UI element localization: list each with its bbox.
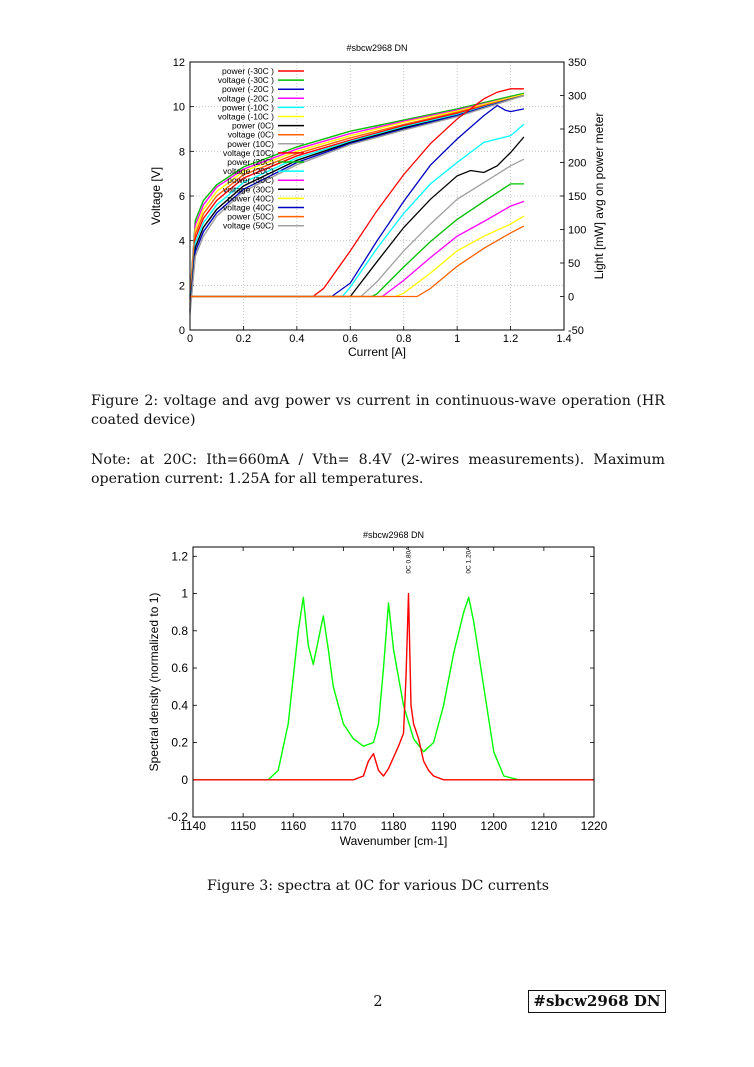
y-tick-label: -0.2: [167, 810, 188, 824]
x-tick-label: 1220: [581, 819, 608, 833]
legend-label: power (20C): [227, 157, 274, 167]
x-tick-label: 1.4: [556, 333, 571, 345]
voltage-series-line: [189, 94, 525, 313]
y-axis-label: Spectral density (normalized to 1): [147, 593, 161, 772]
figure-3-svg: #sbcw2968 DN 1140 1150 1160 1170 1180 1190 1200…: [147, 530, 608, 848]
figure-3-caption: Figure 3: spectra at 0C for various DC c…: [206, 878, 550, 894]
x-tick-label: 1190: [431, 819, 457, 833]
power-series-line: [190, 88, 524, 298]
x-tick-label: 0.6: [343, 333, 358, 345]
y2-tick-label: 0: [568, 292, 574, 304]
x-tick-label: 1210: [531, 819, 558, 833]
y-tick-label: 1: [181, 587, 188, 601]
x-tick-label: 1200: [480, 819, 507, 833]
legend-label: power (-30C ): [222, 66, 274, 76]
y2-tick-label: 200: [568, 158, 586, 170]
spectrum-series-line: [193, 596, 594, 781]
x-tick-label: 0.2: [236, 333, 251, 345]
power-series-line: [190, 183, 524, 298]
x-tick-label: 1140: [180, 819, 206, 833]
figure-2-caption: Figure 2: voltage and avg power vs curre…: [91, 393, 665, 428]
legend-label: voltage (-30C ): [218, 75, 274, 85]
y2-tick-label: 300: [568, 91, 586, 103]
x-tick-label: 1150: [230, 819, 256, 833]
y-tick-label: 0: [181, 773, 188, 787]
y2-tick-label: -50: [568, 325, 584, 337]
legend-label: power (0C): [232, 121, 274, 131]
x-tick-label: 1: [454, 333, 460, 345]
y-tick-label: 0.6: [171, 661, 188, 675]
x-tick-label: 1160: [280, 819, 306, 833]
figure-2-svg: #sbcw2968 DN 0 0.2 0.4 0.6 0.8 1 1.2 1.4 0 2 4 6 8 10 1…: [149, 43, 606, 359]
x-axis-label: Current [A]: [348, 345, 406, 359]
figure-2-chart: #sbcw2968 DN 0 0.2 0.4 0.6 0.8 1 1.2 1.4 0 2 4 6 8 10 1…: [140, 38, 610, 368]
voltage-series-line: [189, 93, 525, 299]
y-tick-label: 0: [179, 325, 185, 337]
y-tick-label: 4: [179, 236, 185, 248]
legend-label: voltage (-20C ): [218, 93, 274, 103]
y2-tick-label: 150: [568, 191, 586, 203]
y-tick-label: 6: [179, 191, 185, 203]
x-tick-label: 0.8: [396, 333, 411, 345]
voltage-series-line: [189, 94, 525, 308]
legend-label: voltage (10C): [223, 148, 274, 158]
y-tick-label: 0.8: [171, 624, 188, 638]
legend-label: voltage (0C): [228, 130, 274, 140]
y-tick-label: 2: [179, 280, 185, 292]
y2-tick-label: 50: [568, 258, 580, 270]
voltage-series-line: [189, 93, 525, 302]
y-axis-label: Voltage [V]: [149, 167, 163, 225]
power-series-line: [190, 158, 525, 298]
y2-axis-label: Light [mW] avg on power meter: [592, 113, 606, 280]
x-tick-label: 1170: [330, 819, 356, 833]
y-tick-label: 10: [173, 102, 185, 114]
voltage-series-line: [189, 94, 525, 304]
legend-label: voltage (20C): [223, 166, 274, 176]
chart-title: #sbcw2968 DN: [346, 43, 407, 53]
x-tick-label: 1180: [381, 819, 407, 833]
page-number: 2: [373, 994, 383, 1010]
note-paragraph: Note: at 20C: Ith=660mA / Vth= 8.4V (2-w…: [91, 452, 665, 487]
legend-label: power (-20C ): [222, 84, 274, 94]
y-tick-label: 0.4: [171, 698, 188, 712]
y-tick-label: 12: [173, 57, 185, 69]
legend-label: power (50C): [227, 212, 274, 222]
y-tick-label: 0.2: [171, 736, 188, 750]
x-tick-label: 1.2: [503, 333, 518, 345]
figure-3-chart: #sbcw2968 DN 1140 1150 1160 1170 1180 1190 1200…: [140, 525, 610, 855]
plot-frame: [192, 546, 595, 818]
legend-label: power (40C): [227, 193, 274, 203]
power-series-line: [190, 123, 525, 298]
legend-label: voltage (50C): [223, 221, 274, 231]
x-axis-label: Wavenumber [cm-1]: [340, 834, 448, 848]
legend-label: voltage (40C): [223, 203, 274, 213]
legend-label: voltage (-10C ): [218, 112, 274, 122]
power-series-line: [190, 225, 525, 298]
voltage-series-line: [189, 94, 525, 306]
voltage-series-line: [189, 92, 525, 297]
document-tag: #sbcw2968 DN: [528, 990, 666, 1013]
y2-tick-label: 250: [568, 124, 586, 136]
y-tick-label: 1.2: [171, 549, 188, 563]
power-series-line: [190, 104, 525, 298]
power-series-line: [190, 200, 525, 298]
legend-label: power (30C): [227, 175, 274, 185]
chart-title: #sbcw2968 DN: [363, 530, 424, 540]
voltage-series-line: [189, 94, 525, 315]
x-tick-label: 0: [187, 333, 193, 345]
peak-annotation: 0C 1.20A: [466, 546, 473, 574]
legend-label: power (10C): [227, 139, 274, 149]
y2-tick-label: 100: [568, 225, 586, 237]
spectrum-series-line: [193, 592, 594, 781]
legend-label: voltage (30C): [223, 184, 274, 194]
peak-annotation: 0C 0.80A: [406, 546, 413, 574]
y2-tick-label: 350: [568, 57, 586, 69]
plot-frame: [189, 61, 565, 331]
y-tick-label: 8: [179, 146, 185, 158]
x-tick-label: 0.4: [289, 333, 304, 345]
legend-label: power (-10C ): [222, 102, 274, 112]
power-series-line: [190, 136, 525, 298]
